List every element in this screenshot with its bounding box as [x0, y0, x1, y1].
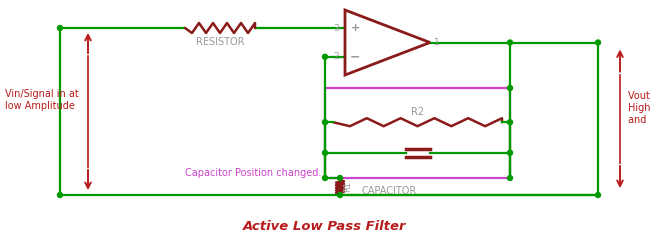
Text: −: − [350, 50, 360, 63]
Circle shape [57, 25, 62, 30]
Circle shape [57, 193, 62, 198]
Circle shape [322, 120, 328, 125]
Text: 1: 1 [434, 38, 440, 47]
Circle shape [508, 176, 512, 181]
Circle shape [322, 176, 328, 181]
Text: 2: 2 [333, 52, 339, 61]
Text: Vout at
Higher Amplitude
and Low frequency: Vout at Higher Amplitude and Low frequen… [628, 91, 650, 125]
Circle shape [508, 120, 512, 125]
Circle shape [508, 85, 512, 90]
Text: R1: R1 [343, 181, 352, 192]
Circle shape [322, 150, 328, 155]
Circle shape [508, 40, 512, 45]
Circle shape [337, 193, 343, 198]
Text: CAPACITOR: CAPACITOR [362, 186, 417, 197]
Circle shape [322, 54, 328, 59]
Circle shape [337, 176, 343, 181]
Text: R2: R2 [411, 107, 424, 117]
Text: Vin/Signal in at
low Amplitude: Vin/Signal in at low Amplitude [5, 89, 79, 111]
Circle shape [595, 193, 601, 198]
Circle shape [595, 40, 601, 45]
Text: Active Low Pass Filter: Active Low Pass Filter [243, 219, 407, 232]
Text: +: + [350, 23, 359, 33]
Text: Capacitor Position changed.: Capacitor Position changed. [185, 168, 321, 178]
Text: 3: 3 [333, 24, 339, 33]
Circle shape [508, 150, 512, 155]
Text: RESISTOR: RESISTOR [196, 37, 244, 47]
